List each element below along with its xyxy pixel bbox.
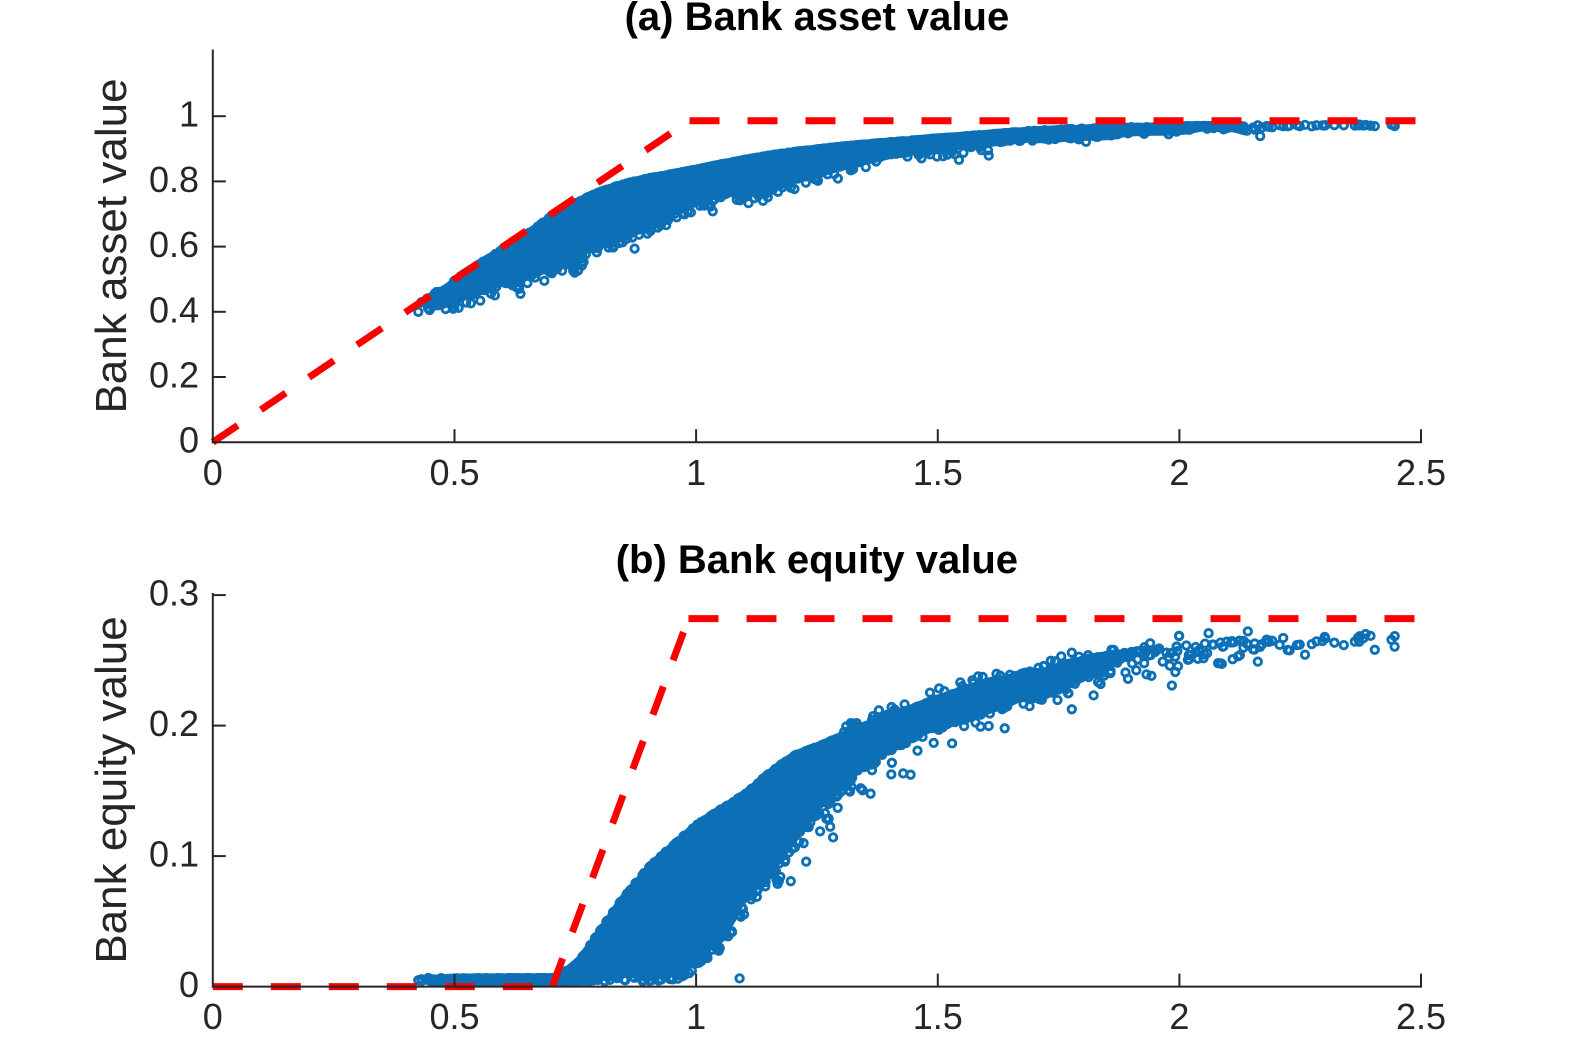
svg-text:0.1: 0.1 bbox=[149, 834, 199, 875]
svg-text:1: 1 bbox=[179, 94, 199, 135]
svg-text:0.6: 0.6 bbox=[149, 224, 199, 265]
svg-text:0: 0 bbox=[179, 964, 199, 1005]
svg-text:0.3: 0.3 bbox=[149, 573, 199, 614]
svg-text:0.5: 0.5 bbox=[429, 452, 479, 493]
svg-text:2.5: 2.5 bbox=[1396, 452, 1446, 493]
svg-text:1.5: 1.5 bbox=[913, 452, 963, 493]
svg-text:Bank equity value: Bank equity value bbox=[87, 616, 136, 963]
svg-text:0.2: 0.2 bbox=[149, 703, 199, 744]
svg-text:2.5: 2.5 bbox=[1396, 996, 1446, 1037]
svg-text:1: 1 bbox=[686, 996, 706, 1037]
svg-text:0.4: 0.4 bbox=[149, 289, 199, 330]
svg-text:0.8: 0.8 bbox=[149, 159, 199, 200]
svg-text:Bank asset value: Bank asset value bbox=[87, 78, 136, 413]
svg-text:0.5: 0.5 bbox=[429, 996, 479, 1037]
svg-text:1: 1 bbox=[686, 452, 706, 493]
svg-text:0: 0 bbox=[179, 420, 199, 461]
svg-text:0: 0 bbox=[203, 452, 223, 493]
svg-text:1.5: 1.5 bbox=[913, 996, 963, 1037]
svg-text:(b) Bank equity value: (b) Bank equity value bbox=[616, 538, 1018, 582]
svg-text:0: 0 bbox=[203, 996, 223, 1037]
svg-text:2: 2 bbox=[1169, 452, 1189, 493]
svg-text:(a) Bank asset value: (a) Bank asset value bbox=[625, 0, 1010, 39]
svg-text:0.2: 0.2 bbox=[149, 355, 199, 396]
svg-text:2: 2 bbox=[1169, 996, 1189, 1037]
